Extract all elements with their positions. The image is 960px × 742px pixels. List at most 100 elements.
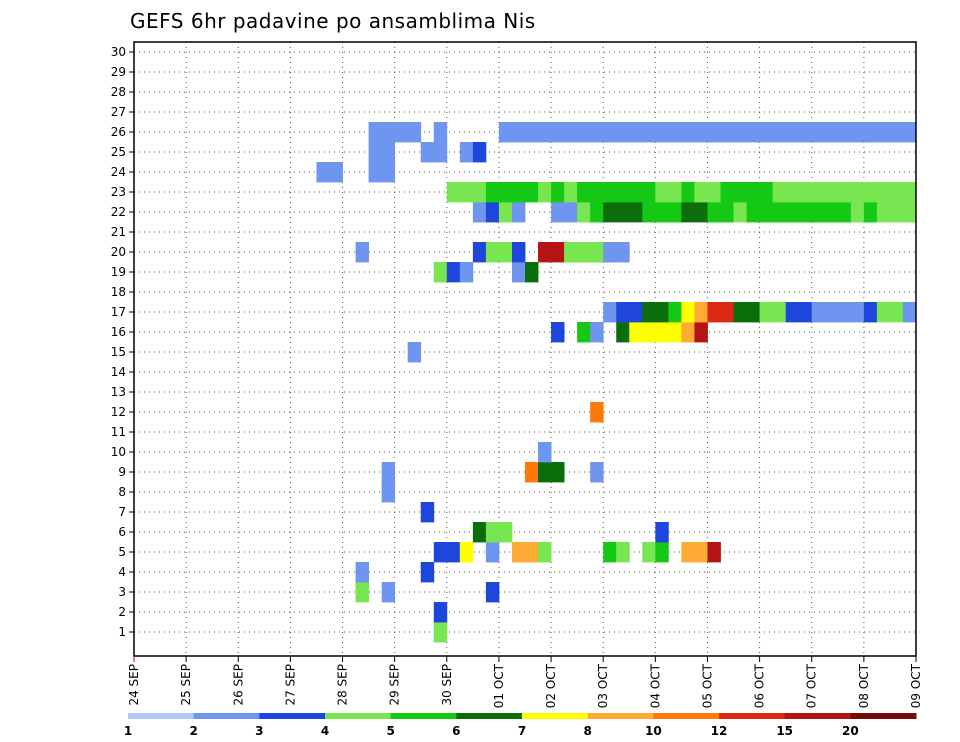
heatmap-cell bbox=[603, 182, 617, 203]
heatmap-cell bbox=[876, 302, 891, 323]
heatmap-cell bbox=[785, 202, 800, 223]
y-tick-label: 13 bbox=[111, 385, 126, 399]
y-tick-label: 16 bbox=[111, 325, 126, 339]
heatmap-cell bbox=[707, 542, 721, 563]
heatmap-cell bbox=[616, 302, 630, 323]
heatmap-cell bbox=[746, 202, 760, 223]
heatmap-cell bbox=[564, 242, 578, 263]
heatmap-cell bbox=[616, 122, 630, 143]
heatmap-cell bbox=[655, 322, 669, 343]
heatmap-cell bbox=[498, 242, 513, 263]
heatmap-cell bbox=[538, 442, 552, 463]
y-tick-label: 27 bbox=[111, 105, 126, 119]
y-tick-label: 6 bbox=[118, 525, 126, 539]
y-tick-label: 29 bbox=[111, 65, 126, 79]
heatmap-cell bbox=[850, 302, 865, 323]
heatmap-cell bbox=[798, 122, 813, 143]
heatmap-cell bbox=[381, 142, 396, 163]
heatmap-cell bbox=[603, 542, 617, 563]
heatmap-cell bbox=[902, 182, 917, 203]
heatmap-cell bbox=[642, 182, 656, 203]
heatmap-cell bbox=[720, 182, 734, 203]
heatmap-cell bbox=[811, 122, 826, 143]
heatmap-cell bbox=[629, 122, 643, 143]
heatmap-cell bbox=[368, 162, 383, 183]
x-tick-label: 07 OCT bbox=[805, 663, 819, 708]
x-tick-label: 03 OCT bbox=[596, 663, 610, 708]
legend-swatch bbox=[587, 713, 654, 719]
heatmap-cell bbox=[642, 302, 656, 323]
heatmap-cell bbox=[551, 242, 565, 263]
heatmap-cell bbox=[850, 122, 865, 143]
heatmap-cell bbox=[616, 182, 630, 203]
x-tick-label: 28 SEP bbox=[336, 664, 350, 706]
heatmap-cell bbox=[381, 462, 396, 483]
heatmap-cell bbox=[616, 322, 630, 343]
heatmap-cell bbox=[564, 202, 578, 223]
heatmap-cell bbox=[564, 122, 578, 143]
heatmap-cell bbox=[863, 182, 878, 203]
heatmap-cell bbox=[772, 122, 787, 143]
heatmap-cell bbox=[355, 582, 369, 603]
heatmap-cell bbox=[694, 322, 708, 343]
heatmap-cell bbox=[616, 242, 630, 263]
heatmap-cell bbox=[511, 202, 526, 223]
heatmap-cell bbox=[811, 202, 826, 223]
legend-label: 3 bbox=[255, 724, 263, 738]
heatmap-cell bbox=[472, 142, 487, 163]
y-tick-label: 20 bbox=[111, 245, 126, 259]
heatmap-cell bbox=[511, 122, 526, 143]
heatmap-cell bbox=[603, 242, 617, 263]
heatmap-cell bbox=[511, 242, 526, 263]
legend-label: 10 bbox=[645, 724, 662, 738]
legend-swatch bbox=[784, 713, 851, 719]
heatmap-cell bbox=[772, 182, 787, 203]
heatmap-cell bbox=[577, 242, 591, 263]
heatmap-cell bbox=[655, 522, 669, 543]
heatmap-cell bbox=[485, 242, 500, 263]
heatmap-cell bbox=[459, 542, 474, 563]
heatmap-cell bbox=[433, 262, 448, 283]
x-tick-label: 27 SEP bbox=[283, 664, 297, 706]
heatmap-cell bbox=[577, 322, 591, 343]
heatmap-cell bbox=[785, 302, 800, 323]
heatmap-cell bbox=[824, 202, 839, 223]
heatmap-cell bbox=[355, 562, 369, 583]
heatmap-cell bbox=[707, 202, 721, 223]
heatmap-cell bbox=[590, 182, 604, 203]
heatmap-cell bbox=[668, 182, 682, 203]
heatmap-cell bbox=[824, 122, 839, 143]
heatmap-cell bbox=[642, 322, 656, 343]
heatmap-cell bbox=[551, 322, 565, 343]
heatmap-cell bbox=[655, 202, 669, 223]
heatmap-cell bbox=[629, 202, 643, 223]
heatmap-cell bbox=[603, 302, 617, 323]
heatmap-cell bbox=[759, 182, 774, 203]
heatmap-cell bbox=[759, 202, 774, 223]
heatmap-cell bbox=[538, 122, 552, 143]
heatmap-cell bbox=[564, 182, 578, 203]
heatmap-cell bbox=[446, 262, 461, 283]
heatmap-cell bbox=[863, 302, 878, 323]
heatmap-cell bbox=[538, 182, 552, 203]
heatmap-cell bbox=[446, 542, 461, 563]
heatmap-cell bbox=[433, 602, 448, 623]
heatmap-cell bbox=[694, 182, 708, 203]
heatmap-cell bbox=[902, 202, 917, 223]
heatmap-cell bbox=[316, 162, 330, 183]
heatmap-cell bbox=[525, 182, 539, 203]
x-tick-label: 09 OCT bbox=[909, 663, 923, 708]
heatmap-cell bbox=[798, 182, 813, 203]
heatmap-cell bbox=[472, 242, 487, 263]
heatmap-cell bbox=[759, 122, 774, 143]
heatmap-cell bbox=[824, 182, 839, 203]
heatmap-cell bbox=[472, 202, 487, 223]
heatmap-cell bbox=[733, 122, 747, 143]
heatmap-cell bbox=[876, 182, 891, 203]
heatmap-cell bbox=[850, 182, 865, 203]
y-tick-label: 7 bbox=[118, 505, 126, 519]
heatmap-cell bbox=[746, 182, 760, 203]
heatmap-cell bbox=[694, 302, 708, 323]
heatmap-cell bbox=[694, 122, 708, 143]
heatmap-cell bbox=[485, 202, 500, 223]
